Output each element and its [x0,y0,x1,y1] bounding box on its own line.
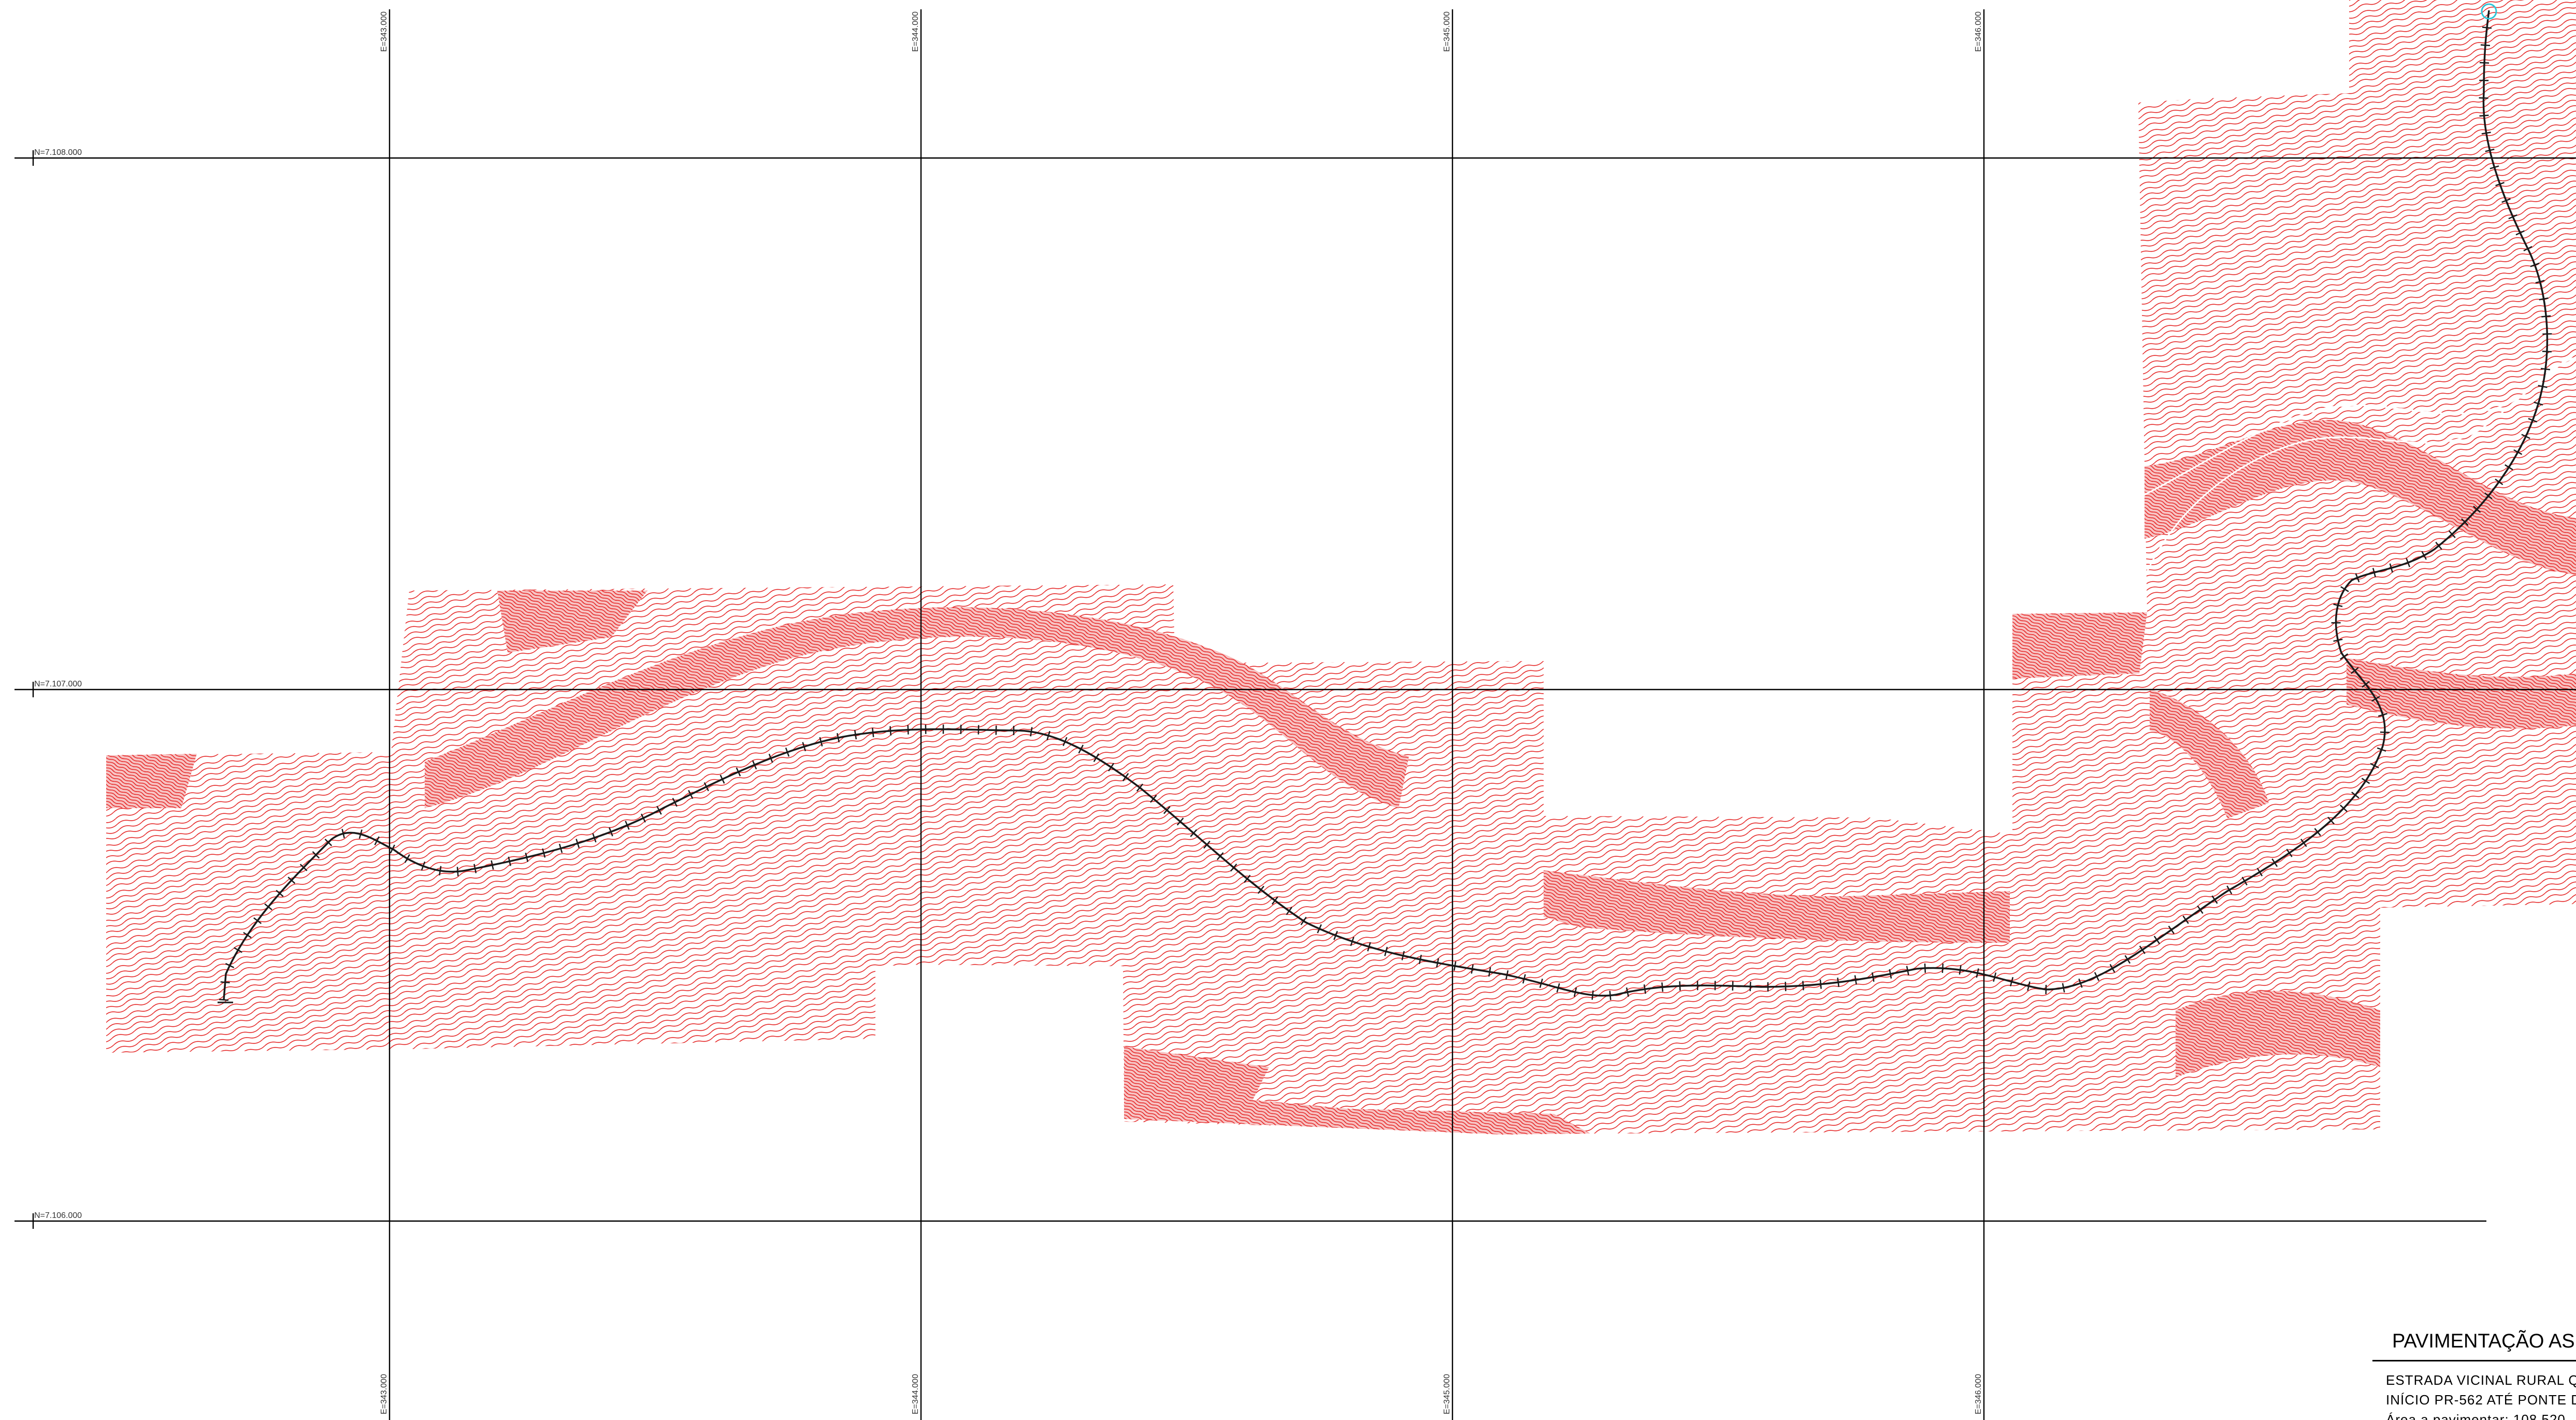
station-tick [219,999,228,1000]
station-tick [2542,351,2552,352]
east-label-bottom: E=344.000 [911,1374,920,1414]
title-block: PAVIMENTAÇÃO ASFÁ ESTRADA VICINAL RURAL … [2362,1316,2576,1420]
north-label: N=7.106.000 [34,1211,82,1220]
east-label-top: E=345.000 [1443,11,1451,52]
dense-band [2012,612,2147,679]
east-label-bottom: E=343.000 [380,1374,388,1414]
station-tick [1610,991,1611,1000]
dense-band [106,754,197,808]
station-tick [2480,115,2489,116]
north-label: N=7.108.000 [34,148,82,157]
east-label-bottom: E=345.000 [1443,1374,1451,1414]
project-extent: INÍCIO PR-562 ATÉ PONTE D [2386,1393,2576,1407]
east-label-top: E=344.000 [911,11,920,52]
title-divider [2372,1360,2576,1361]
north-label: N=7.107.000 [34,680,82,689]
contour-lines [106,0,2576,1135]
station-tick [457,867,458,876]
project-title: PAVIMENTAÇÃO ASFÁ [2392,1330,2576,1353]
station-tick [2380,732,2390,733]
east-label-top: E=346.000 [1974,11,1983,52]
station-tick [908,725,909,735]
east-label-bottom: E=346.000 [1974,1374,1983,1414]
station-tick [1820,980,1821,989]
east-label-top: E=343.000 [380,11,388,52]
station-tick [1942,964,1943,973]
station-tick [1662,982,1663,992]
project-area: Área a pavimentar: 108.520 [2386,1412,2576,1420]
station-tick [2481,45,2490,46]
project-description: ESTRADA VICINAL RURAL QUI [2386,1373,2576,1387]
contour-area [106,0,2576,1134]
station-tick [2541,316,2551,317]
station-tick [1750,982,1751,991]
